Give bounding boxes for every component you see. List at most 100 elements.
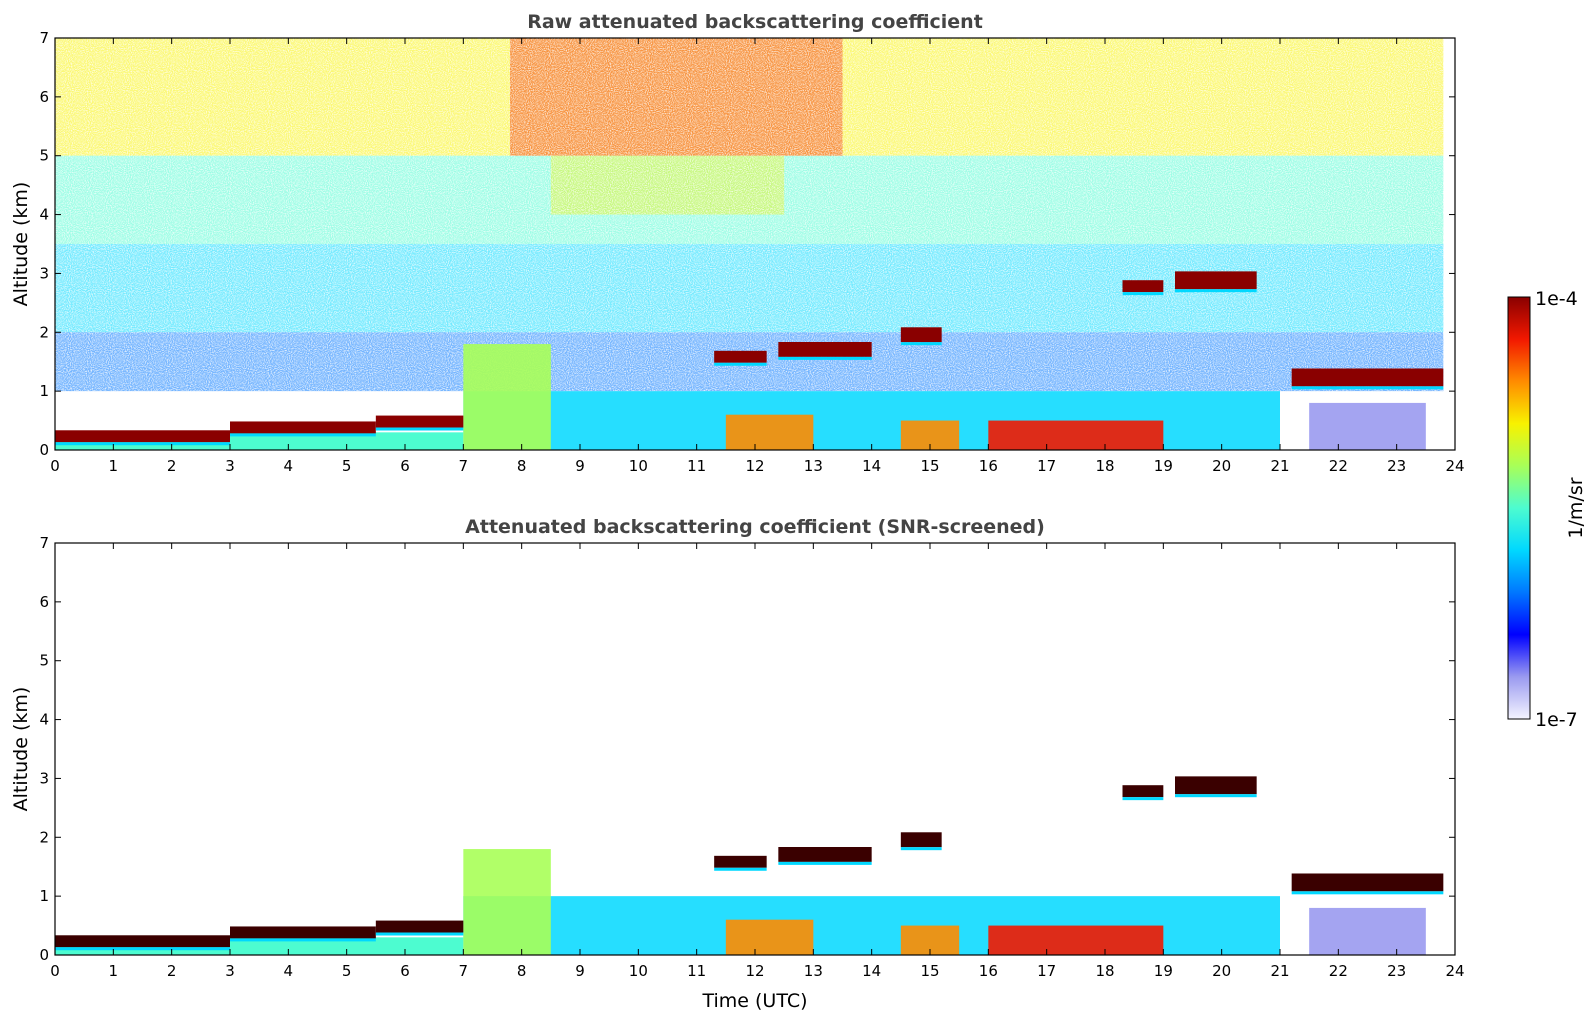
x-tick-label: 5: [342, 457, 352, 475]
x-tick-label: 8: [517, 457, 527, 475]
cloud-base-layer: [778, 847, 872, 862]
cloud-base-underside: [778, 356, 872, 360]
x-tick-label: 13: [804, 457, 823, 475]
cloud-base-layer: [230, 421, 376, 434]
x-tick-label: 21: [1270, 457, 1289, 475]
x-tick-label: 24: [1445, 962, 1464, 980]
screened-xlabel: Time (UTC): [701, 990, 807, 1012]
screened-heatmap-features: [55, 776, 1444, 955]
y-tick-label: 0: [39, 946, 49, 964]
x-tick-label: 10: [629, 962, 648, 980]
cloud-base-layer: [1122, 280, 1164, 293]
cloud-base-underside: [1175, 794, 1257, 798]
x-tick-label: 11: [687, 457, 706, 475]
x-tick-label: 4: [284, 962, 294, 980]
y-tick-label: 7: [39, 534, 49, 552]
raw-noise-overlay: [55, 38, 1455, 450]
y-tick-label: 6: [39, 593, 49, 611]
colorbar-bar: [1507, 296, 1531, 720]
x-tick-label: 14: [862, 962, 881, 980]
aerosol-region: [725, 919, 814, 955]
cloud-base-underside: [900, 847, 942, 851]
colorbar: 1e-4 1e-7 1/m/sr: [1507, 288, 1587, 731]
panel-screened: Attenuated backscattering coefficient (S…: [10, 516, 1465, 1012]
cloud-base-underside: [1291, 386, 1444, 390]
x-tick-label: 19: [1154, 457, 1173, 475]
x-tick-label: 1: [109, 457, 119, 475]
cloud-base-layer: [714, 855, 767, 868]
cloud-base-underside: [1175, 289, 1257, 293]
cloud-base-underside: [1122, 292, 1164, 296]
y-tick-label: 4: [39, 711, 49, 729]
aerosol-region: [988, 925, 1164, 955]
raw-y-ticks: 0 1 2 3 4 5 6 7: [39, 29, 1455, 459]
x-tick-label: 17: [1037, 962, 1056, 980]
cloud-base-layer: [55, 430, 230, 443]
x-tick-label: 16: [979, 457, 998, 475]
cloud-base-layer: [375, 920, 464, 933]
aerosol-region: [725, 414, 814, 450]
colorbar-unit-label: 1/m/sr: [1565, 477, 1587, 538]
x-tick-label: 2: [167, 962, 177, 980]
cloud-base-underside: [1291, 891, 1444, 895]
aerosol-region: [1309, 907, 1426, 955]
x-tick-label: 13: [804, 962, 823, 980]
cloud-base-underside: [375, 427, 464, 431]
x-tick-label: 23: [1387, 457, 1406, 475]
y-tick-label: 0: [39, 441, 49, 459]
x-tick-label: 16: [979, 962, 998, 980]
x-tick-label: 15: [920, 457, 939, 475]
x-tick-label: 12: [745, 962, 764, 980]
x-tick-label: 6: [400, 457, 410, 475]
x-tick-label: 5: [342, 962, 352, 980]
x-tick-label: 9: [575, 962, 585, 980]
x-tick-label: 17: [1037, 457, 1056, 475]
cloud-base-layer: [900, 832, 942, 848]
x-tick-label: 22: [1329, 457, 1348, 475]
x-tick-label: 10: [629, 457, 648, 475]
cloud-base-layer: [230, 926, 376, 939]
x-tick-label: 3: [225, 962, 235, 980]
x-tick-label: 15: [920, 962, 939, 980]
colorbar-top-label: 1e-4: [1535, 288, 1578, 310]
x-tick-label: 3: [225, 457, 235, 475]
y-tick-label: 7: [39, 29, 49, 47]
x-tick-label: 12: [745, 457, 764, 475]
raw-x-ticks: 0 1 2 3 4 5 6 7 8 9 10 11 12 13 14 15 16 17 18 19 20 21 22 23 24: [50, 38, 1465, 475]
panel-raw: Raw attenuated backscattering coefficien…: [10, 11, 1465, 475]
y-tick-label: 1: [39, 382, 49, 400]
x-tick-label: 7: [459, 962, 469, 980]
screened-plot-frame: [54, 542, 1456, 956]
cloud-base-underside: [778, 861, 872, 865]
x-tick-label: 19: [1154, 962, 1173, 980]
x-tick-label: 9: [575, 457, 585, 475]
x-tick-label: 21: [1270, 962, 1289, 980]
y-tick-label: 6: [39, 88, 49, 106]
x-tick-label: 11: [687, 962, 706, 980]
aerosol-region: [463, 344, 551, 450]
x-tick-label: 20: [1212, 457, 1231, 475]
cloud-base-layer: [900, 327, 942, 343]
cloud-base-layer: [1175, 271, 1257, 290]
aerosol-region: [988, 420, 1164, 450]
screened-ylabel: Altitude (km): [10, 687, 32, 812]
y-tick-label: 2: [39, 323, 49, 341]
x-tick-label: 22: [1329, 962, 1348, 980]
x-tick-label: 2: [167, 457, 177, 475]
cloud-base-layer: [1291, 873, 1444, 892]
cloud-base-underside: [714, 362, 767, 366]
x-tick-label: 24: [1445, 457, 1464, 475]
x-tick-label: 23: [1387, 962, 1406, 980]
x-tick-label: 1: [109, 962, 119, 980]
cloud-base-layer: [714, 350, 767, 363]
y-tick-label: 3: [39, 264, 49, 282]
raw-heatmap-features: [55, 271, 1444, 450]
x-tick-label: 8: [517, 962, 527, 980]
colorbar-bottom-label: 1e-7: [1535, 709, 1578, 731]
cloud-base-layer: [375, 415, 464, 428]
x-tick-label: 18: [1095, 962, 1114, 980]
cloud-base-underside: [375, 932, 464, 936]
cloud-base-underside: [714, 867, 767, 871]
cloud-base-layer: [55, 935, 230, 948]
